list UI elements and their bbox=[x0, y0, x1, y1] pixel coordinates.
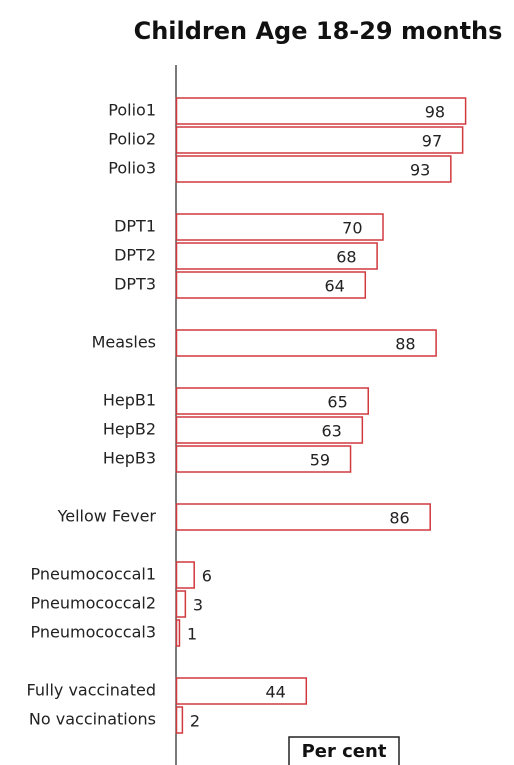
value-label: 63 bbox=[321, 422, 341, 441]
bar bbox=[175, 445, 352, 473]
y-tick-label: HepB1 bbox=[103, 391, 156, 410]
value-label: 98 bbox=[425, 103, 445, 122]
y-tick-label: DPT2 bbox=[114, 246, 156, 265]
value-label: 1 bbox=[187, 625, 197, 644]
bar bbox=[175, 590, 187, 618]
value-label: 64 bbox=[324, 277, 344, 296]
bar bbox=[175, 503, 431, 531]
bar bbox=[175, 97, 467, 125]
bar bbox=[175, 619, 181, 647]
y-tick-label: DPT1 bbox=[114, 217, 156, 236]
bar bbox=[175, 329, 437, 357]
y-tick-label: Yellow Fever bbox=[57, 507, 157, 526]
y-tick-label: DPT3 bbox=[114, 275, 156, 294]
y-tick-label: Polio1 bbox=[108, 101, 156, 120]
value-label: 3 bbox=[193, 596, 203, 615]
y-tick-label: HepB3 bbox=[103, 449, 156, 468]
value-label: 97 bbox=[422, 132, 442, 151]
value-label: 86 bbox=[389, 509, 409, 528]
bar bbox=[175, 271, 367, 299]
y-tick-label: Pneumococcal1 bbox=[31, 565, 156, 584]
y-tick-label: Fully vaccinated bbox=[27, 681, 156, 700]
y-tick-label: Polio2 bbox=[108, 130, 156, 149]
value-label: 6 bbox=[202, 567, 212, 586]
y-tick-label: Measles bbox=[92, 333, 156, 352]
x-label-box bbox=[288, 736, 400, 765]
y-tick-label: HepB2 bbox=[103, 420, 156, 439]
value-label: 65 bbox=[327, 393, 347, 412]
x-axis-label: Per cent bbox=[302, 741, 387, 762]
y-tick-label: Pneumococcal3 bbox=[31, 623, 156, 642]
bar bbox=[175, 706, 184, 734]
value-label: 93 bbox=[410, 161, 430, 180]
y-tick-label: Pneumococcal2 bbox=[31, 594, 156, 613]
bar bbox=[175, 677, 308, 705]
bar bbox=[175, 126, 464, 154]
value-label: 70 bbox=[342, 219, 362, 238]
value-label: 88 bbox=[395, 335, 415, 354]
bar bbox=[175, 242, 378, 270]
bar bbox=[175, 561, 195, 589]
bar bbox=[175, 155, 452, 183]
value-label: 44 bbox=[265, 683, 285, 702]
value-label: 2 bbox=[190, 712, 200, 731]
value-label: 59 bbox=[310, 451, 330, 470]
bar bbox=[175, 387, 369, 415]
y-tick-label: Polio3 bbox=[108, 159, 156, 178]
bar bbox=[175, 213, 384, 241]
bar bbox=[175, 416, 364, 444]
y-tick-label: No vaccinations bbox=[29, 710, 156, 729]
chart-title: Children Age 18-29 months bbox=[134, 17, 503, 45]
value-label: 68 bbox=[336, 248, 356, 267]
